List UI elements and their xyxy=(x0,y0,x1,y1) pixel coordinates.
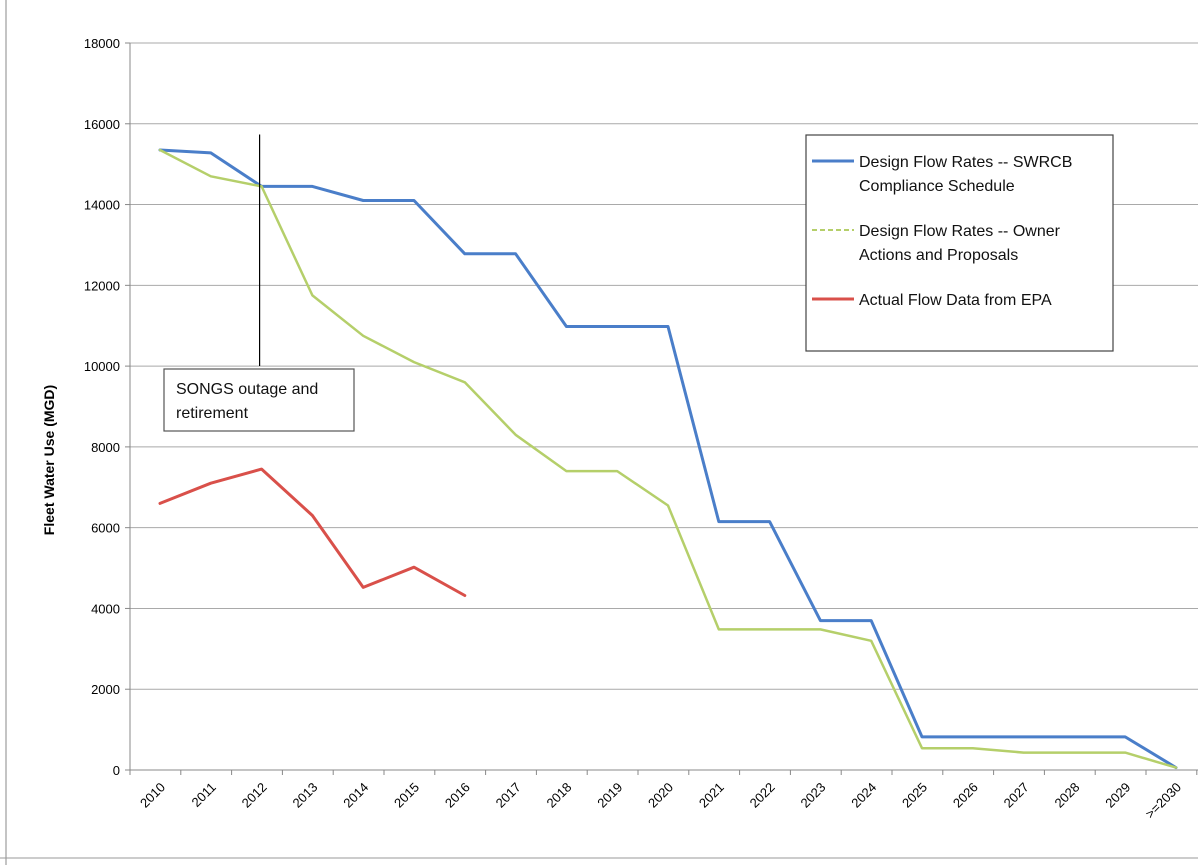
y-tick-label: 14000 xyxy=(84,198,120,213)
data-point xyxy=(768,628,771,631)
x-tick-label: 2022 xyxy=(747,780,778,811)
data-point xyxy=(972,736,974,738)
data-point xyxy=(413,566,415,569)
y-tick-label: 6000 xyxy=(91,521,120,536)
data-point xyxy=(464,253,466,255)
x-tick-label: 2026 xyxy=(950,780,981,811)
series-2 xyxy=(158,148,1178,769)
y-axis-ticks: 0 2000 4000 6000 8000 10000 12000 14000 16000 180… xyxy=(84,36,130,778)
x-tick-label: >=2030 xyxy=(1142,780,1184,822)
data-point xyxy=(1073,751,1076,754)
x-tick-label: 2015 xyxy=(391,780,422,811)
plot-area xyxy=(129,42,1198,771)
data-point xyxy=(210,175,212,178)
data-point xyxy=(565,325,568,328)
x-tick-label: 2014 xyxy=(340,780,371,811)
x-tick-label: 2024 xyxy=(848,780,879,811)
legend-label-series-3: Actual Flow Data from EPA xyxy=(859,292,1052,309)
data-point xyxy=(972,747,974,749)
data-point xyxy=(819,628,822,631)
data-point xyxy=(311,294,314,297)
data-point xyxy=(464,381,466,384)
x-tick-label: 2012 xyxy=(239,780,270,811)
data-point xyxy=(464,594,466,597)
x-tick-label: 2023 xyxy=(797,780,828,811)
x-tick-label: 2010 xyxy=(137,780,168,811)
legend-label-series-1-line-2: Compliance Schedule xyxy=(859,178,1015,195)
y-tick-label: 4000 xyxy=(91,601,120,616)
data-point xyxy=(260,468,263,470)
legend-label-series-2-line-1: Design Flow Rates -- Owner xyxy=(859,223,1061,240)
data-point xyxy=(667,504,669,507)
y-tick-label: 16000 xyxy=(84,117,120,132)
data-point xyxy=(616,325,618,328)
x-tick-label: 2020 xyxy=(645,780,676,811)
data-point xyxy=(311,514,314,517)
x-tick-label: 2016 xyxy=(442,780,473,811)
data-point xyxy=(718,520,720,523)
data-point xyxy=(565,470,568,472)
legend: Design Flow Rates -- SWRCB Compliance Sc… xyxy=(805,134,1114,352)
data-point xyxy=(819,619,822,622)
x-tick-label: 2017 xyxy=(493,780,524,811)
data-point xyxy=(514,253,517,255)
data-point xyxy=(1124,751,1126,754)
y-axis-label: Fleet Water Use (MGD) xyxy=(41,385,57,535)
data-point xyxy=(1175,766,1177,769)
legend-label-series-1-line-1: Design Flow Rates -- SWRCB xyxy=(859,154,1072,171)
legend-box xyxy=(805,134,1114,352)
y-tick-label: 2000 xyxy=(91,682,120,697)
data-point xyxy=(667,325,669,328)
y-tick-label: 8000 xyxy=(91,440,120,455)
annotation-box xyxy=(163,368,355,432)
data-point xyxy=(921,736,923,738)
series-layer xyxy=(158,148,1178,770)
data-point xyxy=(1022,751,1025,754)
series-3 xyxy=(158,467,467,597)
x-tick-label: 2028 xyxy=(1051,780,1082,811)
x-tick-label: 2027 xyxy=(1001,780,1032,811)
data-point xyxy=(413,361,415,363)
x-tick-label: 2013 xyxy=(289,780,320,811)
series-line-3 xyxy=(158,467,467,597)
data-point xyxy=(1022,736,1025,738)
y-tick-label: 10000 xyxy=(84,359,120,374)
data-point xyxy=(1073,736,1076,738)
data-point xyxy=(768,520,771,523)
data-point xyxy=(159,149,161,151)
data-point xyxy=(413,199,415,202)
data-point xyxy=(210,482,212,485)
y-tick-label: 18000 xyxy=(84,36,120,51)
data-point xyxy=(362,335,365,337)
data-point xyxy=(514,433,517,436)
x-tick-label: 2021 xyxy=(696,780,727,811)
data-point xyxy=(311,185,314,188)
data-point xyxy=(362,586,365,589)
x-tick-label: 2018 xyxy=(543,780,574,811)
legend-label-series-2-line-2: Actions and Proposals xyxy=(859,247,1018,264)
x-tick-label: 2029 xyxy=(1102,780,1133,811)
x-tick-label: 2019 xyxy=(594,780,625,811)
y-tick-label: 12000 xyxy=(84,278,120,293)
annotation-text-line-1: SONGS outage and xyxy=(176,381,318,398)
data-point xyxy=(210,152,212,154)
data-point xyxy=(362,199,365,202)
data-point xyxy=(260,185,263,188)
annotation-songs: SONGS outage and retirement xyxy=(163,134,355,432)
x-tick-label: 2011 xyxy=(189,780,219,810)
x-tick-label: 2025 xyxy=(899,780,930,811)
y-tick-label: 0 xyxy=(113,763,120,778)
data-point xyxy=(616,470,618,472)
data-point xyxy=(870,639,872,642)
annotation-text-line-2: retirement xyxy=(176,405,249,422)
data-point xyxy=(870,619,872,622)
data-point xyxy=(921,747,923,749)
data-point xyxy=(1124,736,1126,738)
x-axis-ticks: 2010 2011 2012 2013 2014 2015 2016 2017 2018 2019… xyxy=(129,770,1198,822)
data-point xyxy=(159,502,161,505)
data-point xyxy=(718,628,720,631)
